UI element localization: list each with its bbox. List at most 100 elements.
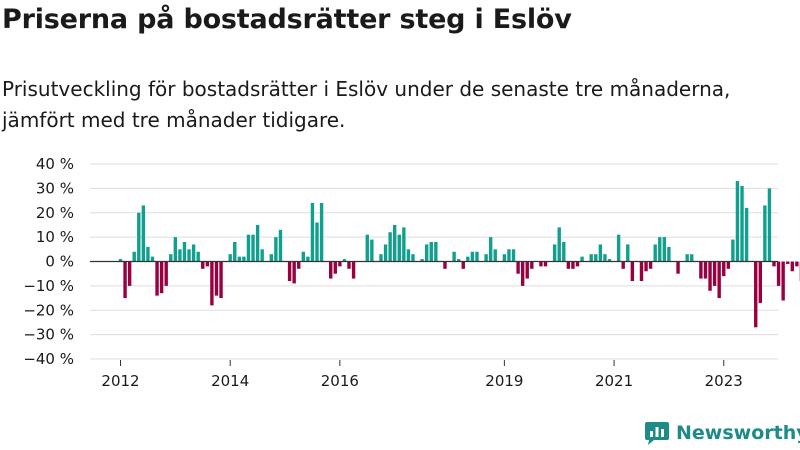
bar: [776, 261, 781, 286]
bar: [466, 256, 470, 262]
bar: [246, 234, 251, 262]
bar: [653, 244, 657, 262]
bar: [470, 251, 475, 262]
y-tick-label: −10 %: [23, 277, 74, 295]
x-tick-label: 2019: [485, 372, 523, 390]
bar: [388, 232, 392, 262]
bar: [511, 249, 516, 262]
bar: [772, 261, 776, 267]
bar: [219, 261, 223, 299]
bar: [543, 261, 548, 267]
bar: [260, 249, 264, 262]
bar: [708, 261, 712, 291]
bar: [767, 188, 772, 262]
bar: [379, 254, 383, 262]
bar: [648, 261, 653, 269]
y-tick-label: −40 %: [23, 350, 74, 368]
bar: [301, 251, 305, 262]
bar: [351, 261, 356, 279]
bar: [429, 242, 433, 262]
gridlines: [90, 163, 778, 360]
bar: [703, 261, 708, 279]
y-tick-label: 40 %: [36, 155, 74, 173]
bar: [502, 254, 507, 262]
bar: [795, 261, 799, 267]
bar: [484, 254, 488, 262]
bar: [365, 234, 369, 262]
x-tick-label: 2023: [705, 372, 743, 390]
x-tick-label: 2012: [101, 372, 139, 390]
bar: [662, 237, 667, 262]
bar: [342, 259, 347, 262]
bar: [781, 261, 785, 301]
bar: [141, 205, 146, 262]
bar: [310, 203, 315, 262]
bar: [146, 246, 150, 262]
bar: [274, 237, 278, 262]
bar: [456, 259, 461, 262]
bar: [626, 244, 630, 262]
bar: [566, 261, 571, 269]
x-tick-label: 2014: [211, 372, 249, 390]
bar: [667, 246, 671, 262]
bar: [493, 249, 497, 262]
bar: [137, 212, 141, 262]
bar: [306, 256, 310, 262]
bar: [370, 239, 374, 262]
bar: [150, 256, 155, 262]
bar: [452, 251, 456, 262]
bar: [411, 254, 415, 262]
bar: [233, 242, 237, 262]
bar: [754, 261, 758, 328]
bar: [319, 203, 324, 262]
bar: [676, 261, 680, 274]
bar: [169, 254, 173, 262]
y-tick-label: 0 %: [45, 253, 74, 271]
bar: [329, 261, 333, 279]
bar: [434, 242, 438, 262]
bar: [516, 261, 520, 274]
bar: [630, 261, 635, 281]
bar: [598, 244, 603, 262]
bar: [639, 261, 644, 281]
bar: [717, 261, 721, 299]
bar: [731, 239, 735, 262]
x-axis: 2012201420162019202120232025: [101, 360, 743, 390]
bar: [735, 181, 740, 262]
bar: [191, 244, 196, 262]
x-tick-label: 2021: [595, 372, 633, 390]
bar: [187, 249, 191, 262]
bar: [269, 254, 274, 262]
bar: [182, 242, 187, 262]
bar: [658, 237, 662, 262]
bars: [118, 181, 800, 328]
bar: [155, 261, 159, 296]
bar: [420, 259, 424, 262]
bar: [726, 261, 731, 269]
brand-logo: Newsworthy: [644, 419, 800, 447]
bar: [699, 261, 703, 279]
bar: [297, 261, 301, 269]
bar: [539, 261, 543, 267]
bar: [210, 261, 214, 306]
bar: [530, 261, 534, 269]
bar: [580, 256, 584, 262]
x-tick-label: 2016: [321, 372, 359, 390]
bar: [589, 254, 593, 262]
bar: [616, 234, 621, 262]
bar: [685, 254, 689, 262]
bar: [740, 185, 744, 262]
bar: [786, 261, 790, 264]
bar: [571, 261, 575, 269]
bar: [251, 234, 255, 262]
bar: [744, 207, 749, 262]
bar: [132, 251, 136, 262]
bar: [475, 251, 479, 262]
bar: [562, 242, 566, 262]
bar: [557, 227, 561, 262]
bar: [594, 254, 598, 262]
bar: [278, 229, 283, 262]
bar: [118, 259, 123, 262]
bar: [201, 261, 205, 269]
